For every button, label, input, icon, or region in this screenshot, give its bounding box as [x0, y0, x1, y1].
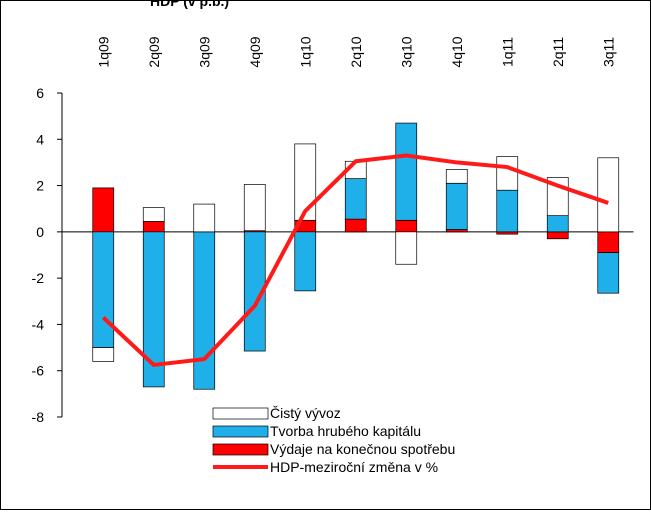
y-tick-label: 2	[36, 178, 44, 194]
legend-label: Tvorba hrubého kapitálu	[270, 423, 421, 439]
bar	[546, 231, 569, 240]
bar	[92, 231, 115, 348]
bar	[294, 143, 317, 221]
y-tick-label: 4	[36, 131, 44, 147]
legend-swatch	[212, 425, 269, 438]
x-tick-label: 1q09	[95, 36, 111, 67]
chart-title: HDP (v p.b.)	[150, 0, 229, 9]
bar	[597, 252, 620, 294]
bar	[445, 169, 468, 184]
legend-swatch	[212, 443, 269, 456]
bar	[193, 203, 216, 233]
legend-swatch	[212, 407, 269, 420]
x-tick-label: 2q10	[348, 36, 364, 67]
y-tick-label: -6	[32, 363, 45, 379]
bar	[395, 219, 418, 233]
bar	[597, 231, 620, 254]
x-tick-label: 4q10	[449, 36, 465, 67]
x-tick-label: 2q09	[146, 36, 162, 67]
legend-label: Výdaje na konečnou spotřebu	[270, 441, 455, 457]
bar	[142, 221, 165, 233]
y-tick-label: 6	[36, 85, 44, 101]
y-tick-label: -2	[32, 270, 45, 286]
x-tick-label: 1q10	[297, 36, 313, 67]
x-tick-label: 3q10	[398, 36, 414, 67]
bar	[294, 231, 317, 292]
x-tick-label: 3q11	[600, 37, 616, 67]
x-tick-label: 3q09	[196, 36, 212, 67]
bar	[142, 231, 165, 388]
x-tick-label: 4q09	[247, 36, 263, 67]
bar	[496, 156, 519, 191]
y-tick-label: -8	[32, 409, 45, 425]
bar	[496, 189, 519, 233]
x-tick-label: 1q11	[499, 37, 515, 67]
y-tick-label: 0	[36, 224, 44, 240]
bar	[142, 207, 165, 222]
legend-label: Čistý vývoz	[270, 405, 341, 421]
bar	[243, 231, 266, 352]
bar	[92, 187, 115, 233]
y-tick-label: -4	[32, 316, 45, 332]
bar	[395, 122, 418, 221]
bar	[597, 157, 620, 233]
legend-label: HDP-meziroční změna v %	[270, 459, 438, 475]
bar	[344, 178, 367, 220]
bar	[445, 182, 468, 230]
bar	[243, 184, 266, 232]
line	[101, 153, 609, 367]
bar	[395, 231, 418, 265]
bar	[546, 215, 569, 233]
x-tick-label: 2q11	[550, 37, 566, 67]
bar	[193, 231, 216, 390]
bar	[344, 218, 367, 233]
bar	[92, 347, 115, 362]
